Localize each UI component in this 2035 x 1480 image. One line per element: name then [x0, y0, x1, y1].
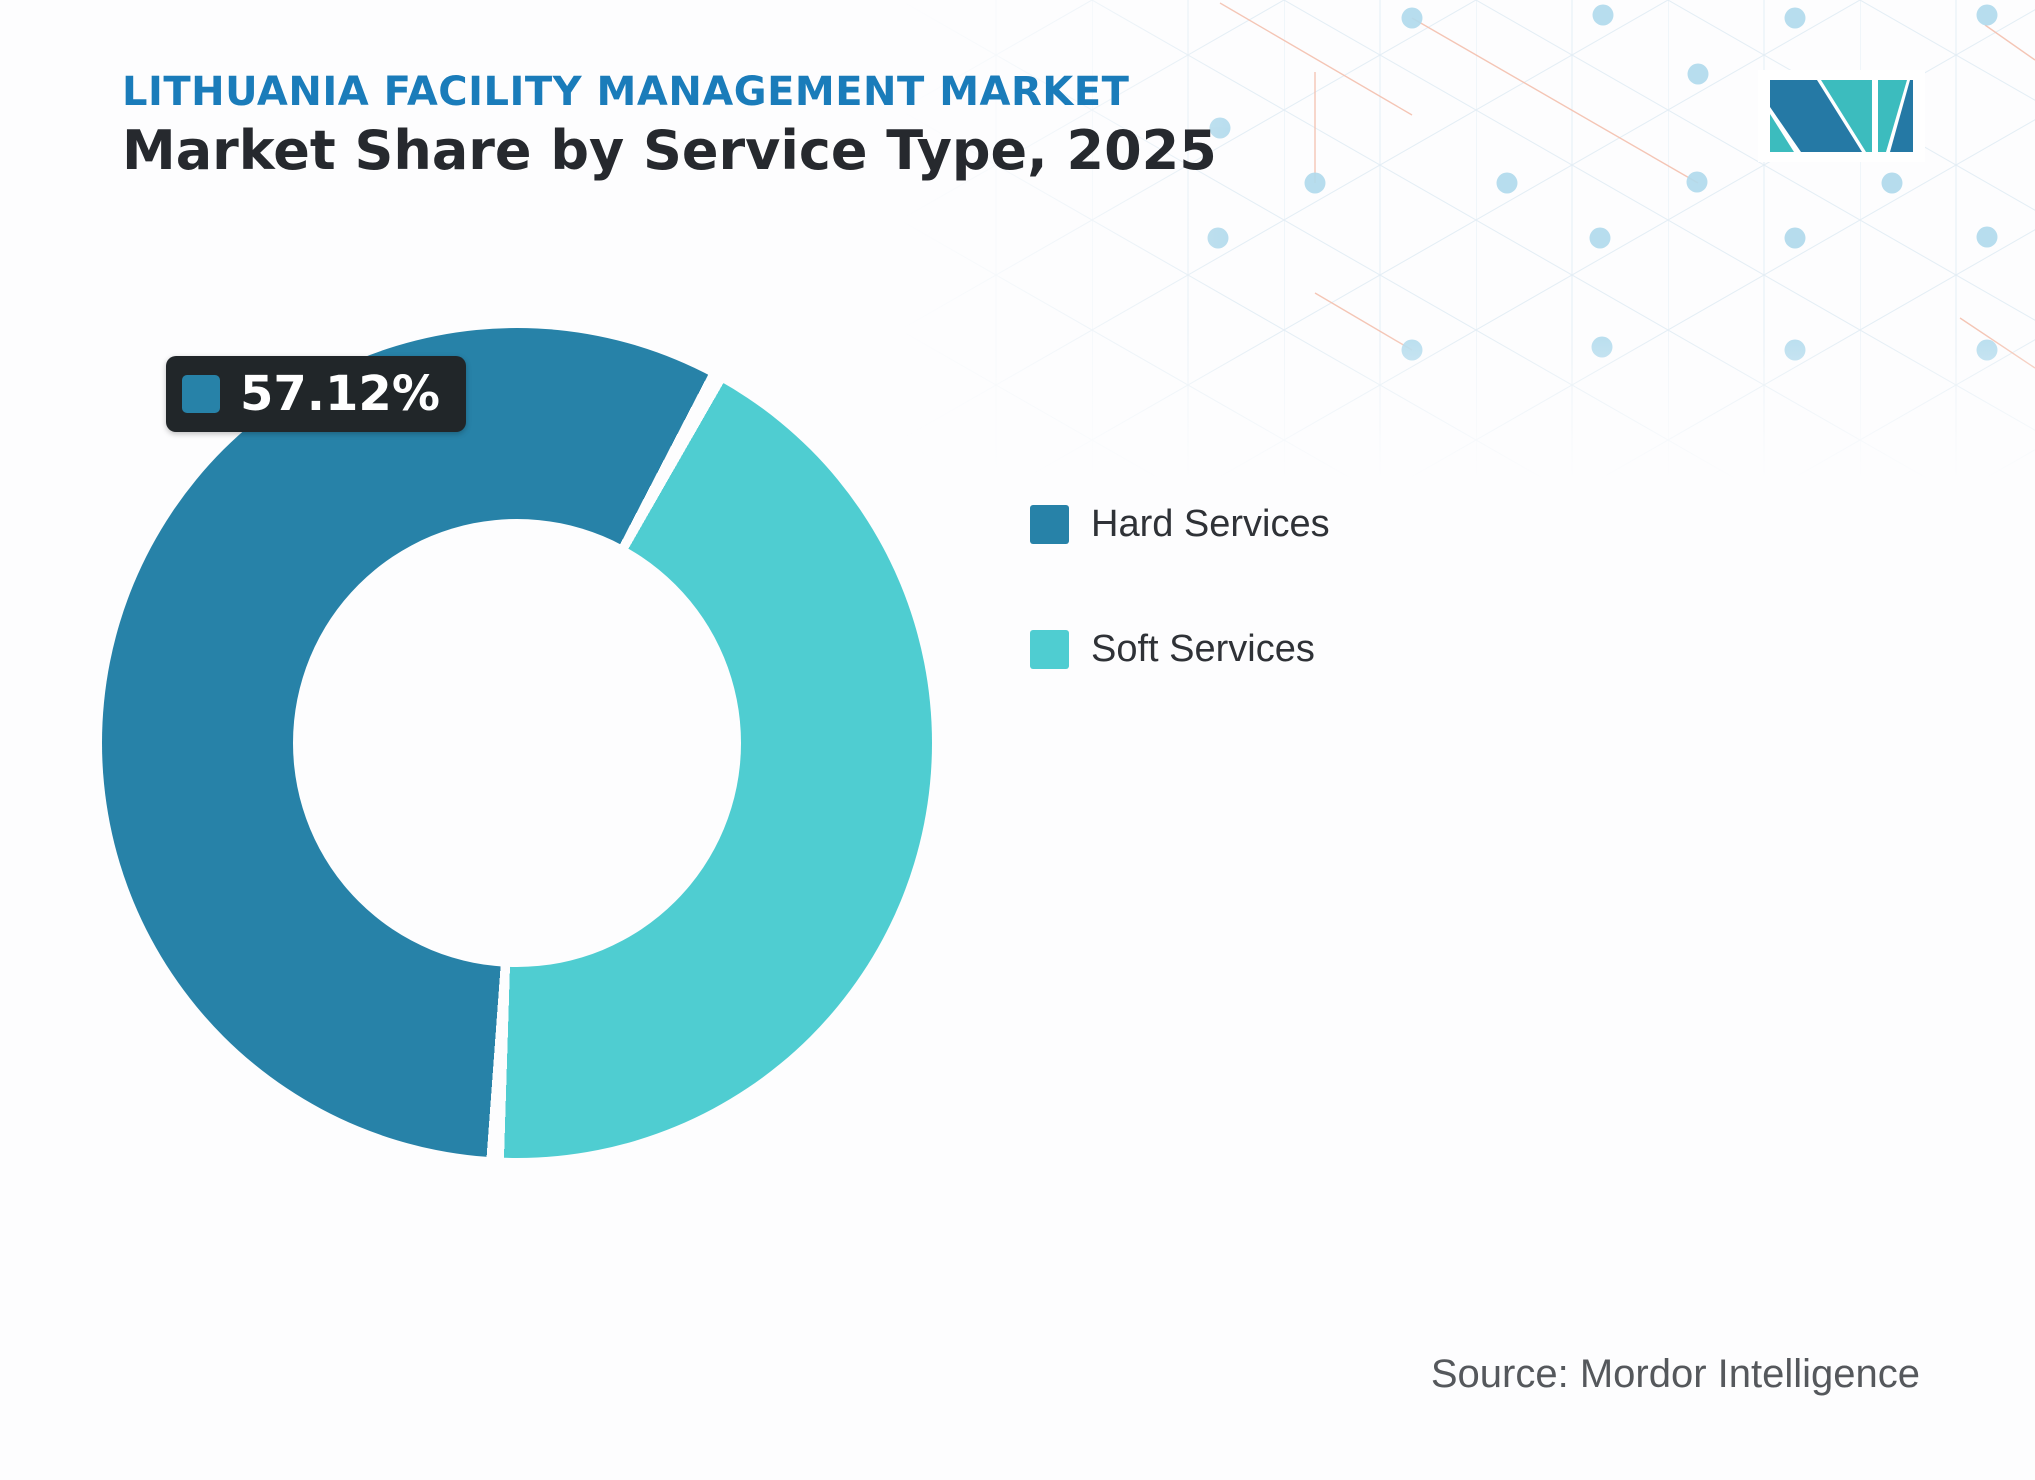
chart-title: Market Share by Service Type, 2025: [122, 119, 1217, 182]
legend-item-hard-services[interactable]: Hard Services: [1030, 503, 1330, 545]
legend-swatch-hard-services: [1030, 504, 1069, 544]
donut-hole: [293, 519, 741, 967]
node-dots: [1207, 4, 1998, 361]
legend-swatch-soft-services: [1030, 629, 1069, 669]
accent-lines: [1219, 2, 2035, 369]
legend: Hard Services Soft Services: [1030, 503, 1330, 753]
header: LITHUANIA FACILITY MANAGEMENT MARKET Mar…: [122, 70, 1217, 182]
mordor-intelligence-logo: [1758, 70, 1925, 162]
source-attribution: Source: Mordor Intelligence: [1430, 1352, 1920, 1396]
legend-label-hard-services: Hard Services: [1091, 503, 1330, 545]
donut-chart[interactable]: [102, 328, 932, 1158]
legend-item-soft-services[interactable]: Soft Services: [1030, 628, 1330, 670]
legend-label-soft-services: Soft Services: [1091, 628, 1315, 670]
report-title: LITHUANIA FACILITY MANAGEMENT MARKET: [122, 69, 1130, 115]
data-label-hard-services: 57.12%: [166, 356, 466, 432]
data-label-value: 57.12%: [240, 366, 440, 422]
data-label-swatch: [182, 375, 220, 413]
pattern-fade-bottom: [900, 330, 2035, 480]
